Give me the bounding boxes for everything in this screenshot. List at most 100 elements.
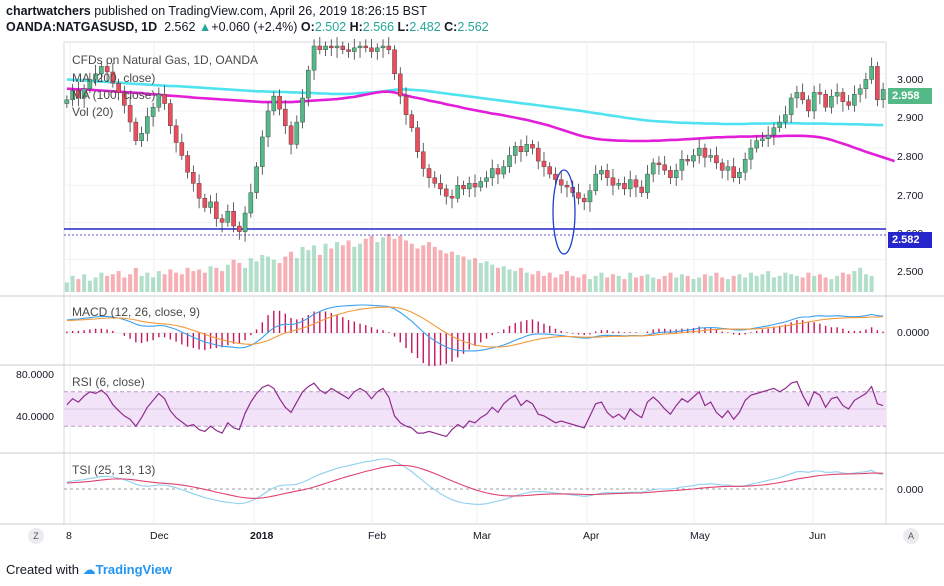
legend-rsi[interactable]: RSI (6, close)	[72, 375, 145, 389]
volume-bar	[685, 275, 690, 292]
volume-bar	[668, 272, 673, 292]
volume-bar	[760, 274, 765, 292]
volume-bar	[789, 274, 794, 292]
tsi-tick: 0.000	[897, 484, 924, 496]
x-tick: Dec	[150, 530, 169, 542]
volume-bar	[392, 238, 397, 292]
volume-bar	[478, 263, 483, 292]
candle-body	[679, 159, 685, 171]
volume-bar	[817, 274, 822, 292]
volume-bar	[697, 277, 702, 292]
volume-bar	[254, 261, 259, 292]
volume-bar	[593, 275, 598, 292]
candle-body	[627, 179, 633, 190]
low-value: 2.482	[409, 20, 441, 34]
volume-bar	[725, 279, 730, 292]
candle-body	[329, 45, 334, 49]
volume-bar	[748, 272, 753, 292]
candle-body	[587, 190, 593, 203]
annotation-ellipse	[552, 169, 576, 255]
volume-bar	[398, 235, 403, 292]
candle-body	[237, 225, 242, 232]
auto-scale-button[interactable]: A	[903, 528, 919, 544]
legend-ma200[interactable]: MA (200, close)	[72, 71, 156, 85]
legend-main[interactable]: CFDs on Natural Gas, 1D, OANDA	[72, 53, 259, 67]
volume-bar	[225, 264, 230, 292]
candle-body	[875, 66, 880, 101]
volume-bar	[570, 275, 575, 292]
candle-body	[564, 184, 570, 188]
volume-bar	[679, 274, 684, 292]
candle-body	[317, 45, 323, 50]
candle-body	[357, 45, 363, 49]
candle-body	[208, 201, 213, 208]
candle-body	[127, 105, 133, 123]
candle-body	[656, 162, 662, 165]
volume-bar	[277, 263, 282, 292]
volume-bar	[116, 271, 121, 292]
volume-bar	[156, 271, 161, 292]
price-change: +0.060 (+2.4%)	[211, 20, 298, 34]
candle-body	[277, 95, 282, 110]
volume-bar	[616, 275, 621, 292]
candle-body	[455, 184, 461, 199]
volume-bar	[358, 243, 363, 292]
candle-body	[633, 179, 639, 188]
candle-body	[696, 147, 702, 156]
volume-bar	[823, 277, 828, 292]
volume-bar	[260, 254, 265, 292]
volume-bar	[524, 272, 529, 292]
legend-macd[interactable]: MACD (12, 26, close, 9)	[72, 305, 201, 319]
candle-body	[311, 45, 317, 71]
volume-bar	[122, 277, 127, 292]
volume-bar	[87, 280, 92, 292]
volume-bar	[794, 275, 799, 292]
candle-body	[829, 95, 834, 108]
volume-bar	[720, 277, 725, 292]
legend-ma100[interactable]: MA (100, close)	[72, 88, 156, 102]
candle-body	[840, 92, 846, 102]
candle-body	[800, 92, 805, 101]
symbol-name[interactable]: OANDA:NATGASUSD, 1D	[6, 20, 158, 34]
volume-bar	[110, 274, 115, 292]
zoom-button-left[interactable]: Z	[28, 528, 44, 544]
candle-body	[788, 97, 794, 115]
volume-bar	[731, 275, 736, 292]
candle-body	[518, 146, 524, 152]
publisher-name[interactable]: chartwatchers	[6, 4, 91, 18]
volume-bar	[317, 254, 322, 292]
volume-bar	[444, 253, 449, 292]
volume-bar	[737, 274, 742, 292]
legend-tsi[interactable]: TSI (25, 13, 13)	[72, 463, 156, 477]
volume-bar	[812, 275, 817, 292]
volume-bar	[651, 277, 656, 292]
x-tick: Mar	[473, 530, 492, 542]
publish-info: chartwatchers published on TradingView.c…	[6, 4, 427, 18]
candle-body	[478, 181, 484, 188]
candle-body	[616, 183, 621, 186]
volume-bar	[691, 279, 696, 292]
candle-body	[283, 108, 288, 127]
footer-brand[interactable]: TradingView	[95, 562, 172, 577]
volume-bar	[840, 272, 845, 292]
volume-bar	[858, 267, 863, 292]
candle-body	[438, 183, 443, 190]
candle-body	[461, 184, 466, 190]
volume-bar	[501, 266, 506, 292]
open-label: O:	[300, 20, 315, 34]
legend-volume[interactable]: Vol (20)	[72, 105, 114, 119]
volume-bar	[105, 275, 110, 292]
volume-bar	[386, 234, 391, 292]
candle-body	[691, 155, 696, 162]
candle-body	[260, 136, 265, 167]
volume-bar	[708, 275, 713, 292]
candle-body	[869, 66, 874, 80]
candle-body	[714, 155, 719, 164]
candle-body	[645, 173, 650, 193]
footer: Created with ☁TradingView	[6, 562, 172, 578]
volume-bar	[656, 279, 661, 292]
volume-bar	[674, 277, 679, 292]
volume-bar	[340, 245, 345, 292]
high-label: H:	[349, 20, 363, 34]
